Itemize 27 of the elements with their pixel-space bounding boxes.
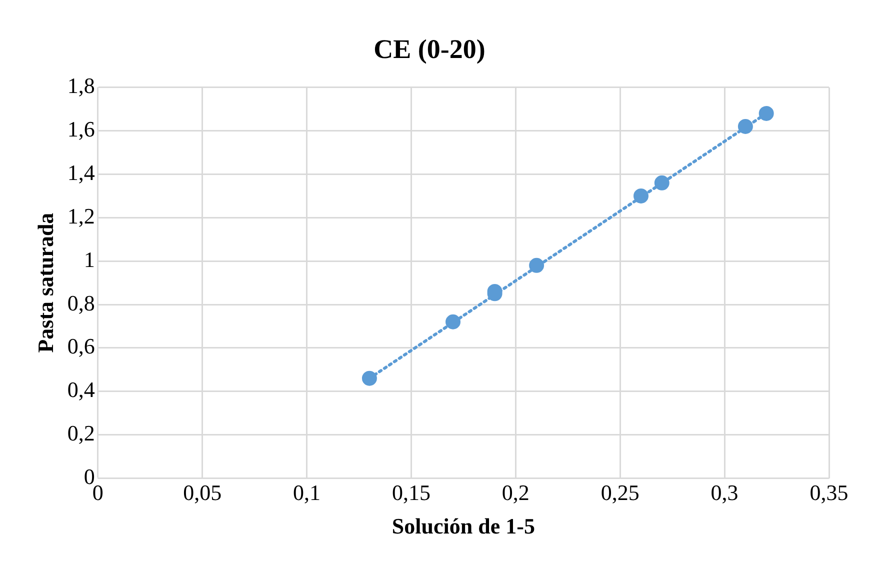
point [529, 258, 544, 273]
point [634, 188, 649, 204]
x-tick-label: 0,1 [293, 480, 321, 506]
y-tick-label: 1,2 [67, 203, 95, 228]
point [446, 314, 461, 330]
y-axis-title: Pasta saturada [32, 212, 58, 353]
chart-title: CE (0-20) [374, 34, 486, 64]
y-tick-label: 1,6 [67, 116, 95, 142]
x-axis-title: Solución de 1-5 [392, 513, 535, 538]
x-tick-label: 0,15 [392, 480, 430, 506]
y-tick-label: 0,8 [67, 290, 95, 316]
point [738, 118, 753, 134]
y-tick-label: 1,8 [67, 73, 95, 98]
x-tick-label: 0,3 [710, 480, 738, 506]
point [362, 370, 377, 386]
x-tick-label: 0,25 [600, 480, 640, 506]
y-tick-label: 1,4 [67, 160, 95, 186]
y-tick-label: 0 [84, 464, 95, 489]
y-tick-label: 0,6 [67, 334, 95, 359]
point [654, 175, 670, 190]
x-tick-label: 0,35 [810, 480, 848, 506]
y-tick-label: 1 [84, 246, 95, 272]
x-tick-label: 0,2 [502, 480, 530, 506]
x-tick-label: 0,05 [183, 480, 222, 506]
y-tick-label: 0,2 [67, 420, 95, 446]
y-tick-label: 0,4 [67, 377, 95, 402]
point [758, 106, 774, 121]
